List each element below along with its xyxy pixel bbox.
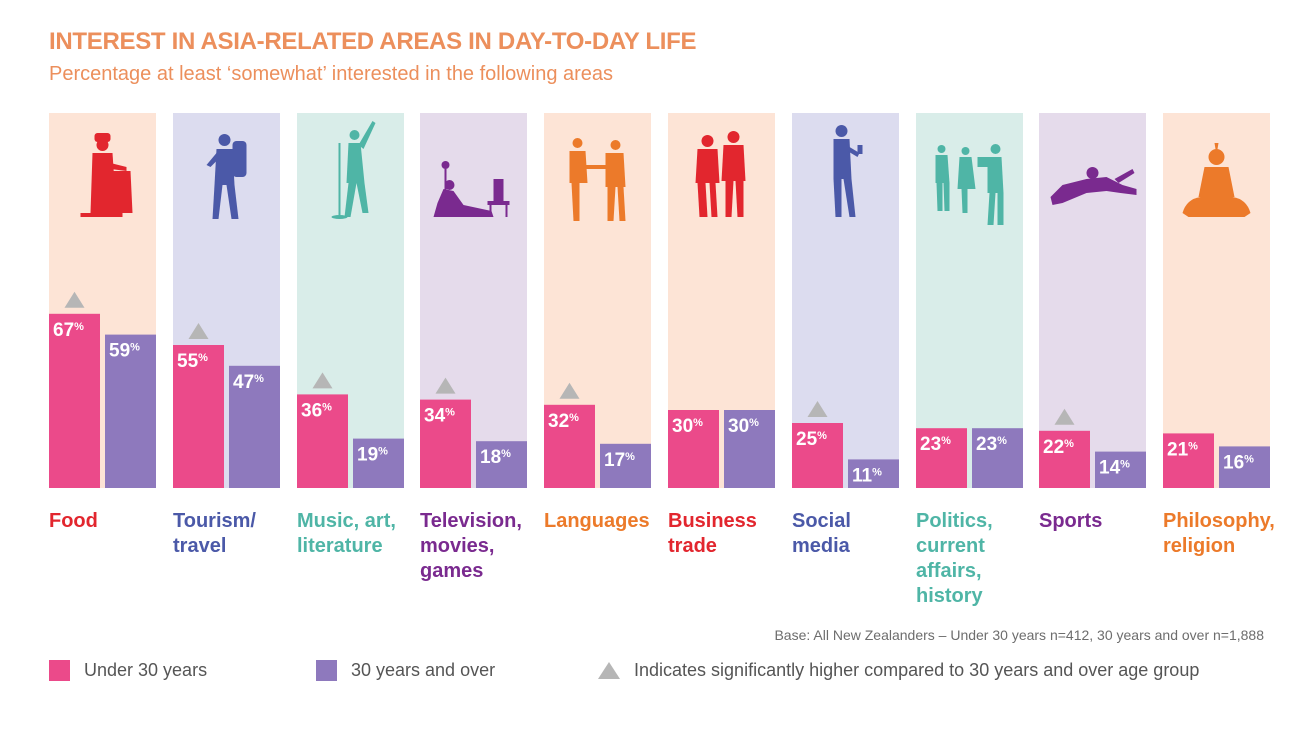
category-label: Languages	[544, 510, 650, 532]
handshake-icon	[569, 138, 626, 221]
legend-swatch-30-and-over	[316, 659, 337, 681]
bar-30-and-over	[476, 441, 527, 488]
data-label: 47%	[233, 372, 264, 393]
bar-under-30	[173, 345, 224, 488]
chef-icon	[80, 133, 133, 217]
data-label: 32%	[548, 411, 579, 432]
bar-30-and-over	[1219, 446, 1270, 488]
category-label: Food	[49, 510, 98, 532]
data-label: 11%	[852, 465, 882, 486]
data-label: 18%	[480, 447, 511, 468]
phone-user-icon	[833, 125, 863, 217]
bar-under-30	[1039, 430, 1090, 488]
bar-under-30	[668, 410, 719, 488]
category-label: Sports	[1039, 510, 1102, 532]
bar-30-and-over	[229, 365, 280, 488]
diving-athlete-icon	[1050, 167, 1137, 205]
bar-under-30	[420, 399, 471, 488]
category-label: Television, movies, games	[420, 510, 522, 582]
legend-30-and-over: 30 years and over	[316, 657, 495, 683]
legend-label-under-30: Under 30 years	[84, 659, 208, 680]
data-label: 23%	[976, 434, 1007, 455]
bar-30-and-over	[353, 438, 404, 488]
bar-under-30	[1163, 433, 1214, 488]
significance-triangle	[807, 401, 828, 417]
data-label: 55%	[177, 351, 208, 372]
data-label: 17%	[604, 450, 635, 471]
bar-30-and-over	[848, 459, 899, 488]
buddha-icon	[1182, 143, 1251, 217]
data-label: 34%	[424, 406, 455, 427]
bar-under-30	[916, 428, 967, 488]
data-label: 25%	[796, 429, 827, 450]
data-label: 21%	[1167, 439, 1198, 460]
legend-under-30: Under 30 years	[49, 657, 207, 683]
data-label: 59%	[109, 341, 140, 362]
category-label: Tourism/travel	[173, 510, 256, 557]
base-note: Base: All New Zealanders – Under 30 year…	[774, 627, 1264, 643]
data-label: 14%	[1099, 458, 1130, 479]
category-label: Social media	[792, 510, 851, 557]
significance-triangle	[559, 382, 580, 399]
data-label: 23%	[920, 434, 951, 455]
legend-swatch-under-30	[49, 659, 70, 681]
legend-label-significance: Indicates significantly higher compared …	[634, 659, 1200, 680]
significance-triangle	[1054, 408, 1075, 425]
chart-title: INTEREST IN ASIA-RELATED AREAS IN DAY-TO…	[49, 28, 697, 55]
tv-viewer-icon	[433, 161, 510, 217]
data-label: 22%	[1043, 437, 1074, 458]
bar-under-30	[792, 423, 843, 488]
bar-under-30	[544, 404, 595, 488]
data-label: 30%	[672, 416, 703, 437]
bar-30-and-over	[600, 443, 651, 488]
reporter-icon	[935, 144, 1004, 225]
data-label: 16%	[1223, 452, 1254, 473]
data-label: 19%	[357, 445, 388, 466]
significance-triangle	[64, 291, 85, 308]
category-label: Philosophy, religion	[1163, 510, 1275, 557]
significance-triangle	[435, 377, 456, 394]
business-people-icon	[695, 131, 746, 217]
significance-triangle	[312, 372, 333, 389]
bar-30-and-over	[972, 428, 1023, 488]
bar-30-and-over	[724, 410, 775, 488]
bar-under-30	[297, 394, 348, 488]
category-label: Music, art, literature	[297, 510, 396, 557]
category-label: Business trade	[668, 510, 757, 557]
bar-under-30	[49, 313, 100, 488]
legend-significance: Indicates significantly higher compared …	[598, 657, 1199, 683]
bar-30-and-over	[105, 334, 156, 488]
backpacker-icon	[206, 134, 247, 219]
triangle-icon	[598, 661, 620, 679]
data-label: 30%	[728, 416, 759, 437]
significance-triangle	[188, 323, 209, 339]
legend-label-30-and-over: 30 years and over	[351, 659, 496, 680]
bar-30-and-over	[1095, 451, 1146, 488]
data-label: 36%	[301, 400, 332, 421]
singer-icon	[331, 121, 376, 219]
category-label: Politics, current affairs, history	[916, 510, 993, 607]
data-label: 67%	[53, 320, 84, 341]
chart-subtitle: Percentage at least ‘somewhat’ intereste…	[49, 63, 614, 85]
